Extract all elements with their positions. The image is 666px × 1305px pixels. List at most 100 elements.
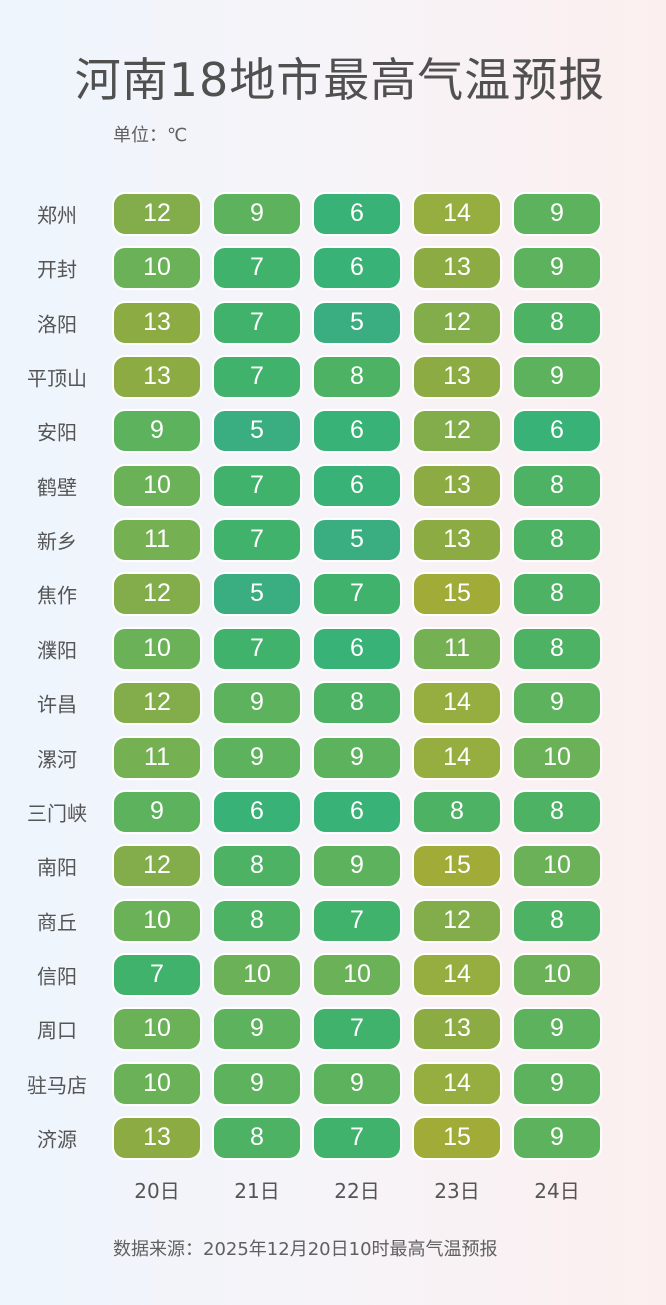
row-label: 平顶山: [27, 366, 87, 391]
heatmap-cell: 8: [512, 300, 602, 345]
row-label: 濮阳: [37, 638, 77, 663]
heatmap-cell: 7: [212, 518, 302, 563]
heatmap-cell: 8: [512, 518, 602, 563]
heatmap-cell: 9: [212, 681, 302, 726]
heatmap-cell: 7: [212, 626, 302, 671]
row-label: 新乡: [37, 529, 77, 554]
column-label: 23日: [434, 1179, 480, 1203]
row-label: 焦作: [37, 583, 77, 608]
heatmap-cell: 13: [112, 300, 202, 345]
row-label: 洛阳: [37, 312, 77, 337]
heatmap-cell: 5: [312, 300, 402, 345]
heatmap-cell: 8: [312, 355, 402, 400]
chart-title: 河南18地市最高气温预报: [74, 53, 606, 107]
heatmap-cell: 5: [212, 409, 302, 454]
heatmap-cell: 13: [412, 518, 502, 563]
heatmap-cell: 9: [512, 192, 602, 236]
heatmap-cell: 9: [312, 844, 402, 889]
heatmap-cell: 13: [112, 355, 202, 400]
heatmap-cell: 13: [112, 1115, 202, 1160]
heatmap-cell: 10: [512, 735, 602, 780]
heatmap-cell: 9: [512, 1115, 602, 1160]
heatmap-cell: 9: [512, 246, 602, 291]
heatmap-cell: 12: [412, 409, 502, 454]
heatmap-cell: 7: [312, 1007, 402, 1052]
heatmap-cell: 9: [212, 1061, 302, 1106]
heatmap-cell: 10: [112, 898, 202, 943]
heatmap-cell: 13: [412, 246, 502, 291]
heatmap-cell: 7: [312, 1115, 402, 1160]
heatmap-cell: 6: [312, 789, 402, 834]
heatmap-cell: 14: [412, 952, 502, 997]
heatmap-cell: 7: [212, 463, 302, 508]
heatmap-cell: 9: [212, 1007, 302, 1052]
data-source-note: 数据来源：2025年12月20日10时最高气温预报: [113, 1239, 498, 1260]
heatmap-cell: 13: [412, 355, 502, 400]
row-label: 郑州: [37, 203, 77, 228]
heatmap-cell: 7: [112, 952, 202, 997]
heatmap-cell: 6: [312, 463, 402, 508]
heatmap-cell: 7: [212, 300, 302, 345]
heatmap-cell: 7: [312, 898, 402, 943]
heatmap-cell: 7: [312, 572, 402, 617]
heatmap-cell: 8: [412, 789, 502, 834]
heatmap-cell: 7: [212, 246, 302, 291]
unit-label: 单位：℃: [113, 125, 188, 146]
heatmap-cell: 12: [112, 192, 202, 236]
row-label: 商丘: [37, 910, 77, 935]
heatmap-cell: 9: [512, 681, 602, 726]
heatmap-cell: 14: [412, 192, 502, 236]
heatmap-cell: 10: [112, 1007, 202, 1052]
heatmap-cell: 9: [212, 192, 302, 236]
row-label: 周口: [37, 1018, 77, 1043]
heatmap-cell: 6: [312, 192, 402, 236]
heatmap-cell: 10: [112, 463, 202, 508]
row-label: 鹤壁: [37, 475, 77, 500]
heatmap-cell: 10: [312, 952, 402, 997]
heatmap-cell: 8: [512, 898, 602, 943]
heatmap-cell: 14: [412, 681, 502, 726]
heatmap-cell: 9: [512, 355, 602, 400]
heatmap-cell: 6: [312, 409, 402, 454]
heatmap-cell: 12: [412, 300, 502, 345]
heatmap-cell: 11: [412, 626, 502, 671]
heatmap-cell: 12: [112, 572, 202, 617]
heatmap-cell: 14: [412, 735, 502, 780]
heatmap-cell: 11: [112, 735, 202, 780]
heatmap-cell: 9: [212, 735, 302, 780]
heatmap-cell: 10: [112, 626, 202, 671]
heatmap-cell: 8: [512, 463, 602, 508]
heatmap-cell: 5: [312, 518, 402, 563]
heatmap-cell: 8: [212, 898, 302, 943]
column-label: 21日: [234, 1179, 280, 1203]
heatmap-cell: 8: [312, 681, 402, 726]
heatmap-cell: 9: [512, 1007, 602, 1052]
heatmap-cell: 6: [212, 789, 302, 834]
heatmap-cell: 6: [312, 626, 402, 671]
heatmap-cell: 10: [512, 952, 602, 997]
heatmap-cell: 12: [112, 681, 202, 726]
heatmap-cell: 12: [412, 898, 502, 943]
row-label: 三门峡: [27, 801, 87, 826]
row-label: 漯河: [37, 747, 77, 771]
heatmap-cell: 10: [112, 1061, 202, 1106]
column-label: 22日: [334, 1179, 380, 1203]
heatmap-cell: 10: [512, 844, 602, 889]
heatmap-cell: 9: [312, 735, 402, 780]
heatmap-cell: 8: [512, 789, 602, 834]
heatmap-cell: 12: [112, 844, 202, 889]
row-label: 济源: [37, 1127, 77, 1152]
column-label: 24日: [534, 1179, 580, 1203]
heatmap-cell: 9: [512, 1061, 602, 1106]
heatmap-cell: 8: [212, 1115, 302, 1160]
row-label: 南阳: [37, 855, 77, 880]
heatmap-cell: 8: [212, 844, 302, 889]
heatmap-cell: 15: [412, 844, 502, 889]
row-label: 驻马店: [27, 1073, 87, 1098]
row-label: 许昌: [37, 692, 77, 717]
heatmap-cell: 13: [412, 1007, 502, 1052]
heatmap-cell: 8: [512, 572, 602, 617]
heatmap-cell: 13: [412, 463, 502, 508]
heatmap-cell: 8: [512, 626, 602, 671]
heatmap-cell: 6: [512, 409, 602, 454]
